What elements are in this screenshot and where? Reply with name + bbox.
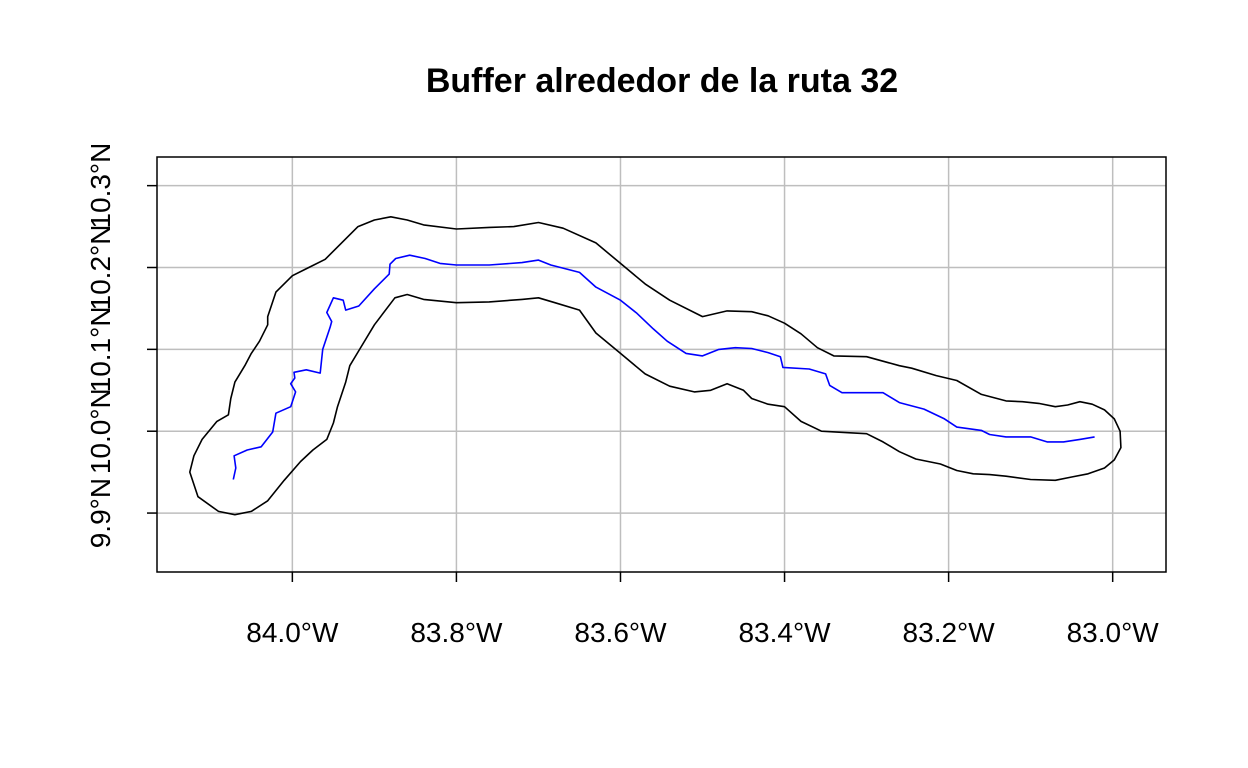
y-tick-label: 10.3°N [85,143,116,229]
x-tick-label: 83.8°W [410,617,503,648]
y-tick-label: 10.1°N [85,306,116,392]
x-tick-label: 83.6°W [574,617,667,648]
plot-frame [156,156,1167,573]
y-tick-label: 10.0°N [85,388,116,474]
buffer-polygon [189,216,1122,516]
y-tick-label: 10.2°N [85,225,116,311]
axes: 84.0°W 83.8°W 83.6°W 83.4°W 83.2°W 83.0°W 9.9°… [85,143,1159,648]
map-title: Buffer alrededor de la ruta 32 [426,62,898,100]
map-features [189,216,1122,516]
x-tick-label: 83.2°W [903,617,996,648]
x-tick-label: 84.0°W [246,617,339,648]
graticule [157,157,1166,572]
x-tick-label: 83.0°W [1067,617,1160,648]
x-tick-label: 83.4°W [738,617,831,648]
route-line [232,254,1095,480]
y-tick-label: 9.9°N [85,478,116,548]
